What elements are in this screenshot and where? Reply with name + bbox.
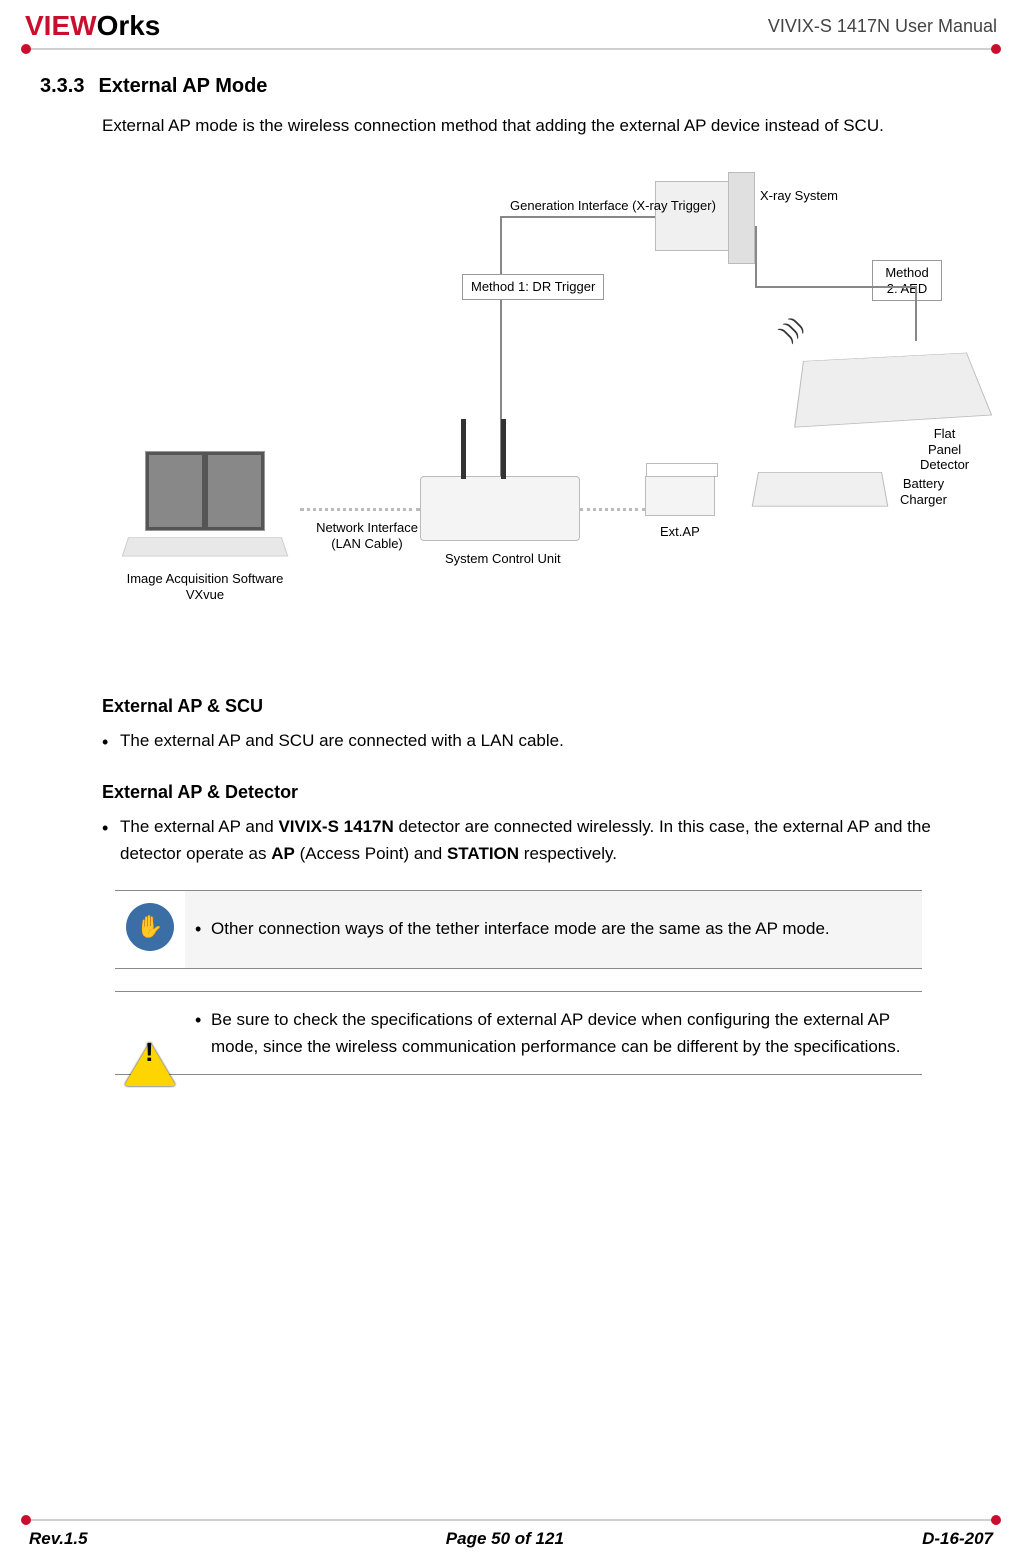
warn-text-cell: Be sure to check the specifications of e… (185, 991, 922, 1074)
subheading-scu: External AP & SCU (102, 696, 982, 717)
dotted-scu-extap (580, 508, 645, 511)
label-software: Image Acquisition Software VXvue (110, 571, 300, 602)
label-detector: Flat Panel Detector (920, 426, 969, 473)
section-number: 3.3.3 (40, 75, 84, 98)
info-note-box: Other connection ways of the tether inte… (115, 890, 922, 969)
warn-icon-cell (115, 991, 185, 1074)
page-content: 3.3.3 External AP Mode External AP mode … (0, 50, 1022, 1075)
section-intro: External AP mode is the wireless connect… (102, 116, 982, 136)
battery-charger-icon (752, 472, 889, 507)
footer-rule (25, 1519, 997, 1521)
document-title: VIVIX-S 1417N User Manual (768, 16, 997, 37)
section-heading: 3.3.3 External AP Mode (40, 75, 982, 98)
label-sw1: Image Acquisition Software (127, 571, 284, 586)
header-rule (25, 48, 997, 50)
bullet-detector: The external AP and VIVIX-S 1417N detect… (102, 813, 982, 867)
page-header: VIEWOrks VIVIX-S 1417N User Manual (0, 0, 1022, 48)
label-sw2: VXvue (186, 587, 224, 602)
label-netif-2: (LAN Cable) (331, 536, 403, 551)
info-text: Other connection ways of the tether inte… (197, 919, 910, 939)
label-method1: Method 1: DR Trigger (462, 274, 604, 300)
warning-note-box: Be sure to check the specifications of e… (115, 991, 922, 1075)
label-gen-if: Generation Interface (X-ray Trigger) (510, 198, 716, 214)
line-xray-down (755, 226, 757, 286)
dotted-laptop-scu (300, 508, 420, 511)
page-footer: Rev.1.5 Page 50 of 121 D-16-207 (25, 1519, 997, 1549)
warning-icon (124, 1023, 176, 1086)
line-xray-detector (755, 286, 915, 288)
label-xray: X-ray System (760, 188, 838, 204)
logo-part1: VIEW (25, 10, 97, 41)
info-text-cell: Other connection ways of the tether inte… (185, 890, 922, 968)
connection-diagram: X-ray System Generation Interface (X-ray… (100, 166, 942, 666)
info-icon (126, 903, 174, 951)
warn-text: Be sure to check the specifications of e… (197, 1006, 910, 1060)
footer-rev: Rev.1.5 (29, 1529, 88, 1549)
footer-doc: D-16-207 (922, 1529, 993, 1549)
flat-panel-detector-icon (794, 353, 992, 428)
label-extap: Ext.AP (660, 524, 700, 540)
info-icon-cell (115, 890, 185, 968)
label-charger: Battery Charger (900, 476, 947, 507)
logo: VIEWOrks (25, 10, 160, 42)
list-detector: The external AP and VIVIX-S 1417N detect… (102, 813, 982, 867)
laptop-screen (145, 451, 265, 531)
laptop-icon (110, 446, 300, 566)
laptop-keyboard (122, 537, 289, 556)
line-to-detector (915, 286, 917, 341)
label-netif: Network Interface (LAN Cable) (312, 520, 422, 551)
line-genif-xray (500, 216, 655, 218)
label-scu: System Control Unit (445, 551, 561, 567)
subheading-detector: External AP & Detector (102, 782, 982, 803)
footer-row: Rev.1.5 Page 50 of 121 D-16-207 (25, 1521, 997, 1549)
section-title: External AP Mode (98, 75, 267, 98)
xray-system-icon (655, 181, 755, 251)
footer-page: Page 50 of 121 (446, 1529, 564, 1549)
label-netif-1: Network Interface (316, 520, 418, 535)
list-scu: The external AP and SCU are connected wi… (102, 727, 982, 754)
bullet-scu: The external AP and SCU are connected wi… (102, 727, 982, 754)
external-ap-icon (645, 476, 715, 516)
wireless-icon: ⟯⟯⟯ (774, 312, 808, 346)
label-method2: Method 2: AED (872, 260, 942, 301)
scu-icon (420, 476, 580, 541)
logo-part2: Orks (97, 10, 161, 41)
